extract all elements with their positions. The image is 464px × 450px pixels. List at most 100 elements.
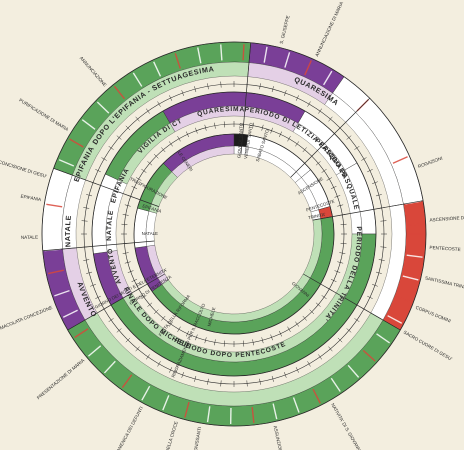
inner-tick-65 [278, 330, 282, 337]
inner-tick-155 [131, 278, 138, 282]
outer-tick-310 [328, 116, 333, 122]
outer-ring-stripe-147 [74, 328, 89, 339]
outer-ring-stripe-133 [103, 360, 116, 374]
outer-feast-label-2: ASCENSIONE DI GESU' CRISTO [429, 213, 464, 223]
outer-tick-265 [220, 81, 222, 88]
inner-tick-60 [287, 326, 291, 332]
boundary-spoke-4 [67, 273, 165, 331]
inner-tick-255 [204, 124, 207, 131]
inner-tick-305 [295, 141, 300, 147]
boundary-spoke-2 [312, 200, 424, 221]
outer-ring-stripe-161 [54, 289, 70, 297]
outer-ring-stripe-322 [370, 116, 385, 128]
inner-tick-265 [223, 121, 225, 128]
outer-ring-stripe-140 [88, 345, 102, 357]
boundary-spoke-6 [53, 168, 159, 207]
outer-tick-155 [95, 295, 101, 299]
inner-tick-50 [302, 315, 307, 321]
inner-tick-225 [153, 153, 159, 159]
outer-tick-355 [380, 220, 387, 222]
outer-tick-300 [307, 101, 311, 107]
outer-tick-235 [146, 108, 150, 114]
outer-ring-stripe-35 [376, 333, 391, 344]
outer-tick-105 [194, 375, 197, 382]
inner-tick-145 [141, 295, 147, 300]
inner-tick-75 [261, 337, 264, 344]
outer-tick-320 [346, 135, 352, 140]
outer-ring-stripe-21 [396, 295, 412, 303]
outer-tick-160 [90, 284, 96, 287]
outer-feast-label-19: OGNISSANTI [192, 427, 202, 450]
inner-tick-140 [147, 302, 153, 307]
outer-tick-65 [295, 367, 299, 373]
inner-tick-250 [195, 127, 198, 134]
outer-ring-stripe-49 [347, 364, 360, 378]
outer-ring-stripe-14 [402, 275, 419, 281]
inner-tick-25 [330, 278, 337, 282]
inner-tick-15 [337, 261, 344, 264]
outer-feast-label-17: NATALE [21, 235, 38, 240]
outer-tick-250 [181, 90, 184, 96]
outer-ring-stripe-196 [51, 180, 67, 187]
inner-tick-110 [195, 334, 198, 341]
outer-tick-280 [259, 83, 261, 90]
outer-tick-285 [271, 86, 274, 93]
inner-tick-105 [204, 337, 207, 344]
ring-group [41, 41, 427, 427]
inner-tick-295 [278, 131, 282, 138]
outer-ring-stripe-56 [330, 377, 341, 392]
outer-ring-stripe-217 [81, 119, 96, 130]
inner-ring-border [133, 133, 335, 335]
inner-tick-285 [261, 124, 264, 131]
outer-ring-stripe-126 [121, 374, 133, 389]
inner-tick-340 [334, 195, 341, 198]
inner-tick-320 [315, 161, 321, 166]
inner-tick-135 [153, 309, 159, 315]
outer-tick-35 [354, 318, 360, 322]
outer-tick-240 [157, 101, 161, 107]
inner-tick-85 [243, 340, 245, 347]
outer-tick-110 [181, 372, 184, 378]
outer-ring-stripe-336 [392, 156, 408, 164]
middle-period-7: NATALE [106, 209, 115, 241]
outer-season-2-text: NATALE [63, 215, 72, 248]
outer-ring-stripe-357 [407, 223, 424, 226]
outer-tick-10 [378, 259, 385, 261]
outer-ring-stripe-182 [44, 226, 61, 229]
outer-tick-195 [86, 194, 93, 197]
inner-tick-170 [122, 252, 129, 254]
outer-ring-stripe-280 [263, 46, 268, 63]
inner-tick-80 [252, 339, 254, 346]
outer-tick-120 [157, 361, 161, 367]
inner-tick-40 [315, 302, 321, 307]
outer-tick-290 [284, 90, 287, 96]
outer-feast-label-0: S. GIUSEPPE [279, 15, 291, 44]
inner-tick-280 [252, 122, 254, 129]
inner-tick-185 [121, 223, 128, 225]
outer-tick-215 [108, 146, 114, 150]
outer-tick-70 [284, 372, 287, 378]
inner-tick-300 [287, 136, 291, 142]
outer-tick-245 [169, 95, 173, 101]
inner-tick-95 [223, 340, 225, 347]
inner-tick-195 [124, 204, 131, 207]
outer-feast-label-13: EPIFANIA [20, 194, 42, 203]
outer-tick-260 [207, 83, 209, 90]
inner-tick-10 [339, 252, 346, 254]
boundary-spoke-5 [42, 240, 155, 252]
outer-tick-185 [81, 220, 88, 222]
inner-feast-label-13: EPIFANIA [142, 203, 162, 214]
middle-ring-border [91, 91, 377, 377]
middle-ring-band-6 [169, 105, 299, 133]
inner-tick-290 [270, 127, 273, 134]
inner-tick-35 [321, 295, 327, 300]
inner-tick-45 [309, 309, 315, 315]
outer-tick-75 [271, 375, 274, 382]
outer-tick-325 [354, 146, 360, 150]
outer-ring-stripe-231 [113, 85, 126, 100]
outer-tick-45 [337, 337, 343, 343]
boundary-spoke-3 [303, 273, 401, 331]
boundary-spoke-0 [240, 42, 252, 155]
outer-tick-115 [169, 367, 173, 373]
tick-group [42, 42, 424, 387]
